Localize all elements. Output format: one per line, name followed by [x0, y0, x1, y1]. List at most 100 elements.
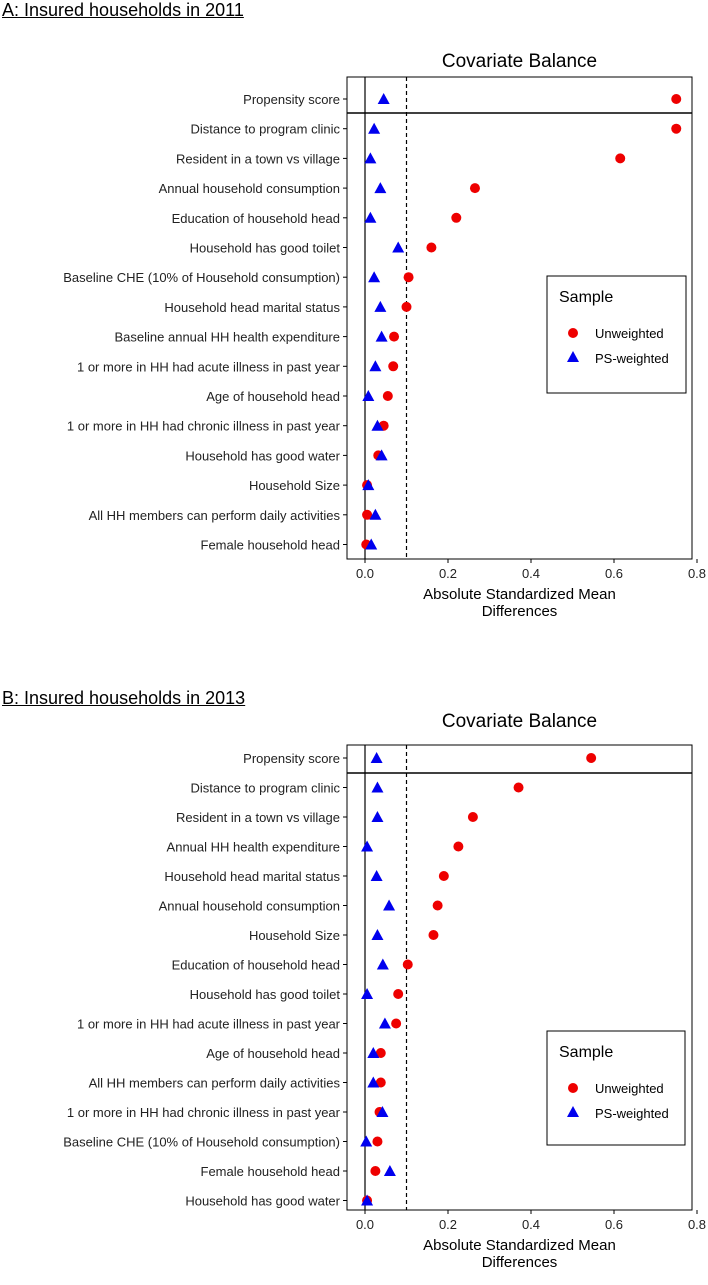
y-tick-label: Household has good water — [185, 1194, 340, 1209]
point-unweighted — [372, 1136, 383, 1147]
point-ps-weighted — [361, 840, 374, 852]
y-tick-label: Age of household head — [206, 389, 340, 404]
point-unweighted — [615, 153, 626, 164]
y-tick-label: 1 or more in HH had acute illness in pas… — [77, 359, 341, 374]
y-tick-label: Baseline annual HH health expenditure — [115, 330, 341, 345]
y-tick-label: Household has good toilet — [190, 241, 341, 256]
legend-marker-unweighted — [568, 328, 578, 338]
point-ps-weighted — [362, 390, 375, 401]
point-ps-weighted — [371, 419, 384, 431]
point-ps-weighted — [375, 330, 388, 342]
point-unweighted — [375, 1077, 386, 1088]
point-unweighted — [391, 1018, 402, 1029]
point-unweighted — [370, 1166, 381, 1176]
y-tick-label: Household head marital status — [164, 300, 340, 315]
legend-title: Sample — [559, 289, 613, 306]
point-unweighted — [586, 753, 597, 763]
point-ps-weighted — [392, 241, 405, 253]
point-ps-weighted — [377, 93, 390, 104]
point-unweighted — [469, 183, 480, 194]
point-ps-weighted — [365, 538, 378, 550]
chart-title: Covariate Balance — [442, 51, 597, 72]
y-tick-label: 1 or more in HH had chronic illness in p… — [67, 1105, 341, 1120]
legend-marker-unweighted — [568, 1083, 578, 1093]
x-tick-label: 0.8 — [688, 566, 706, 581]
point-ps-weighted — [371, 781, 384, 793]
y-tick-label: Female household head — [201, 538, 341, 553]
point-ps-weighted — [374, 300, 387, 312]
point-ps-weighted — [374, 182, 387, 194]
point-ps-weighted — [383, 1165, 396, 1176]
point-ps-weighted — [364, 152, 377, 164]
y-tick-label: Annual household consumption — [159, 181, 340, 196]
point-unweighted — [389, 331, 400, 342]
y-tick-label: Education of household head — [172, 211, 340, 226]
x-tick-label: 0.4 — [522, 566, 540, 581]
panel-b-label: B: Insured households in 2013 — [2, 688, 246, 708]
point-ps-weighted — [376, 958, 389, 970]
x-tick-label: 0.0 — [356, 1217, 374, 1232]
y-tick-label: Household has good toilet — [190, 987, 341, 1002]
x-tick-label: 0.6 — [605, 566, 623, 581]
x-tick-label: 0.2 — [439, 566, 457, 581]
legend-entry-unweighted: Unweighted — [595, 1081, 664, 1096]
point-unweighted — [375, 1048, 386, 1058]
point-unweighted — [428, 930, 439, 940]
point-ps-weighted — [368, 271, 381, 283]
y-tick-label: Distance to program clinic — [190, 122, 340, 137]
point-ps-weighted — [361, 1194, 374, 1206]
point-unweighted — [382, 391, 393, 401]
point-ps-weighted — [371, 929, 384, 940]
point-ps-weighted — [361, 988, 374, 999]
point-ps-weighted — [371, 811, 384, 822]
y-tick-label: Resident in a town vs village — [176, 810, 340, 825]
chart-title: Covariate Balance — [442, 711, 597, 732]
y-tick-label: 1 or more in HH had chronic illness in p… — [67, 419, 341, 434]
point-ps-weighted — [367, 1047, 380, 1058]
point-unweighted — [432, 900, 443, 911]
y-tick-label: Age of household head — [206, 1046, 340, 1061]
y-tick-label: Female household head — [201, 1164, 341, 1179]
point-unweighted — [513, 782, 524, 793]
y-tick-label: Annual HH health expenditure — [167, 840, 340, 855]
y-tick-label: All HH members can perform daily activit… — [89, 1076, 341, 1091]
point-unweighted — [453, 841, 464, 852]
point-ps-weighted — [364, 211, 377, 223]
point-ps-weighted — [383, 899, 396, 911]
point-ps-weighted — [368, 122, 381, 134]
y-tick-label: Household Size — [249, 928, 340, 943]
point-unweighted — [671, 94, 682, 104]
point-unweighted — [403, 272, 414, 283]
plot-border — [346, 76, 693, 560]
y-tick-label: Distance to program clinic — [190, 781, 340, 796]
y-tick-label: Household has good water — [185, 448, 340, 463]
x-axis-label: Differences — [482, 1254, 558, 1271]
x-tick-label: 0.6 — [605, 1217, 623, 1232]
chart-panel-a: Covariate Balance Propensity score Distanc… — [63, 51, 706, 620]
x-tick-label: 0.8 — [688, 1217, 706, 1232]
point-unweighted — [451, 212, 462, 223]
y-tick-label: Household head marital status — [164, 869, 340, 884]
x-axis-label: Differences — [482, 603, 558, 620]
point-ps-weighted — [370, 870, 383, 881]
x-tick-label: 0.2 — [439, 1217, 457, 1232]
x-axis-label: Absolute Standardized Mean — [423, 1237, 616, 1254]
chart-panel-b: Covariate Balance Propensity score Distanc… — [63, 711, 706, 1271]
legend-entry-ps-weighted: PS-weighted — [595, 1106, 669, 1121]
legend-entry-ps-weighted: PS-weighted — [595, 351, 669, 366]
y-tick-label: Baseline CHE (10% of Household consumpti… — [63, 1135, 340, 1150]
y-tick-label: All HH members can perform daily activit… — [89, 508, 341, 523]
legend-entry-unweighted: Unweighted — [595, 326, 664, 341]
y-tick-label: Propensity score — [243, 751, 340, 766]
point-unweighted — [671, 123, 682, 134]
point-ps-weighted — [360, 1135, 373, 1147]
point-ps-weighted — [376, 1106, 389, 1117]
legend-title: Sample — [559, 1044, 613, 1061]
y-tick-label: Annual household consumption — [159, 899, 340, 914]
point-unweighted — [401, 301, 412, 312]
point-ps-weighted — [370, 752, 383, 763]
y-tick-label: Propensity score — [243, 92, 340, 107]
legend-marker-ps-weighted — [567, 1106, 579, 1117]
point-unweighted — [402, 959, 413, 970]
point-unweighted — [426, 242, 437, 253]
